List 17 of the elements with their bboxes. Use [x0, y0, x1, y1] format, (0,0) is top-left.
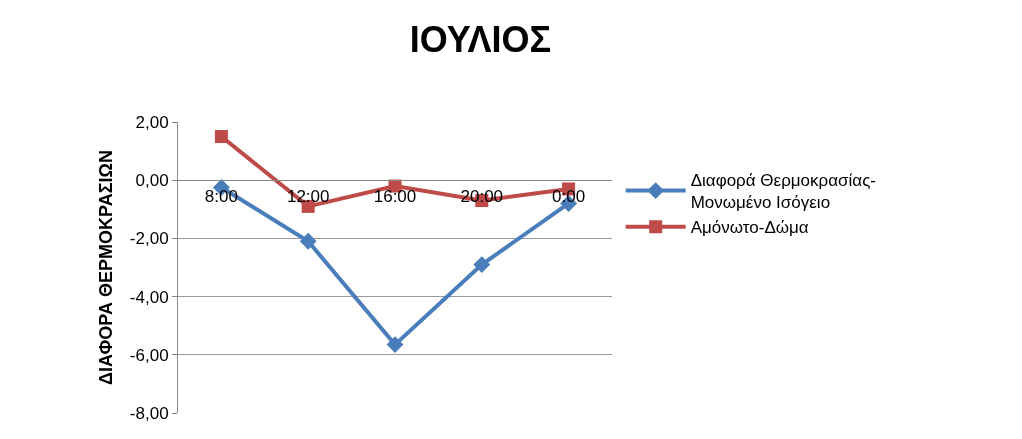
legend-label: Διαφορά Θερμοκρασίας-Μονωμένο Ισόγειο	[690, 171, 877, 213]
point	[299, 232, 317, 250]
y-axis-title: ΔΙΑΦΟΡΑ ΘΕΡΜΟΚΡΑΣΙΩΝ	[96, 150, 117, 385]
y-tick-label: -8,00	[129, 403, 169, 423]
legend-label: Αμόνωτο-Δώμα	[690, 218, 809, 238]
point	[473, 256, 491, 274]
y-tick-label: -2,00	[129, 229, 169, 249]
chart-title: ΙΟΥΛΙΟΣ	[409, 18, 552, 60]
y-tick-label: -4,00	[129, 287, 169, 307]
y-tick-label: 2,00	[135, 112, 169, 132]
x-tick-label: 16:00	[373, 186, 417, 206]
x-tick-label: 8:00	[204, 186, 238, 206]
y-tick-label: -6,00	[129, 345, 169, 365]
x-tick-label: 0:00	[552, 186, 586, 206]
point	[386, 336, 404, 354]
point	[214, 130, 228, 144]
y-tick-label: 0,00	[135, 171, 169, 191]
